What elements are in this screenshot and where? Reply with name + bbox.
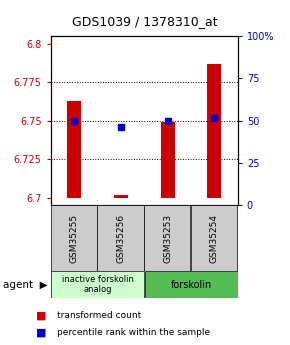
Text: GDS1039 / 1378310_at: GDS1039 / 1378310_at bbox=[72, 16, 218, 29]
Text: GSM35256: GSM35256 bbox=[116, 214, 125, 263]
Text: ■: ■ bbox=[36, 328, 47, 338]
Text: ■: ■ bbox=[36, 311, 47, 321]
Text: agent  ▶: agent ▶ bbox=[3, 280, 48, 289]
Text: inactive forskolin
analog: inactive forskolin analog bbox=[61, 275, 133, 294]
Text: GSM35255: GSM35255 bbox=[70, 214, 79, 263]
Text: forskolin: forskolin bbox=[171, 280, 212, 289]
Text: GSM35253: GSM35253 bbox=[163, 214, 172, 263]
Text: GSM35254: GSM35254 bbox=[210, 214, 219, 263]
Text: percentile rank within the sample: percentile rank within the sample bbox=[57, 328, 210, 337]
Bar bbox=[191, 205, 237, 271]
Bar bbox=[144, 272, 238, 298]
Text: transformed count: transformed count bbox=[57, 311, 141, 320]
Bar bbox=[207, 64, 222, 198]
Bar bbox=[161, 122, 175, 198]
Bar bbox=[144, 205, 190, 271]
Bar bbox=[97, 205, 144, 271]
Bar bbox=[51, 272, 144, 298]
Bar bbox=[50, 205, 97, 271]
Bar bbox=[67, 101, 81, 198]
Bar bbox=[114, 195, 128, 198]
